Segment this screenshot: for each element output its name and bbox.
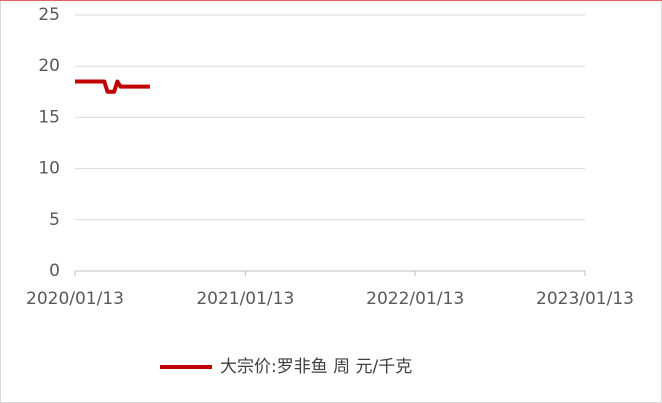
data-line: [75, 79, 150, 94]
y-tick-label: 25: [38, 5, 60, 25]
y-tick-label: 20: [38, 56, 60, 76]
x-tick-label: 2023/01/13: [536, 289, 634, 309]
y-tick-label: 15: [38, 107, 60, 127]
y-tick-label: 10: [38, 159, 60, 179]
x-tick-label: 2020/01/13: [26, 289, 124, 309]
y-tick-label: 5: [49, 210, 60, 230]
legend-label: 大宗价:罗非鱼 周 元/千克: [220, 357, 412, 377]
x-tick-label: 2021/01/13: [196, 289, 294, 309]
y-tick-label: 0: [49, 261, 60, 281]
x-tick-label: 2022/01/13: [366, 289, 464, 309]
